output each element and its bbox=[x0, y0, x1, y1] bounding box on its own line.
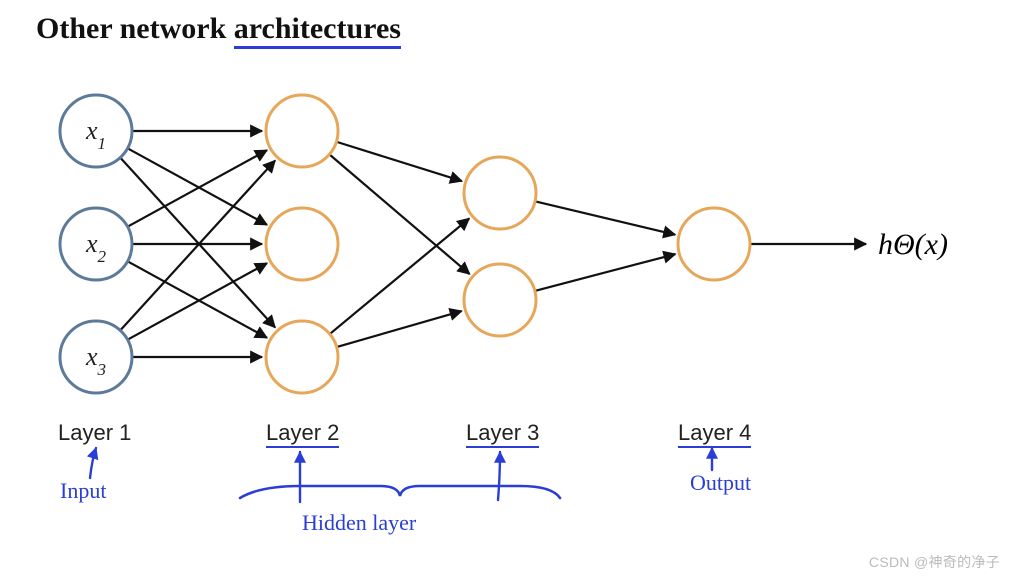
layer-label-4: Layer 4 bbox=[678, 420, 751, 446]
output-text: hΘ(x) bbox=[878, 228, 948, 261]
hidden-layer-brace bbox=[240, 486, 560, 498]
layer-label-1: Layer 1 bbox=[58, 420, 131, 446]
edge bbox=[330, 219, 469, 335]
network-diagram: x1x2x3 bbox=[0, 0, 1012, 578]
edge bbox=[535, 201, 675, 234]
edge bbox=[337, 311, 462, 347]
hidden-node bbox=[464, 157, 536, 229]
layer-label-2: Layer 2 bbox=[266, 420, 339, 446]
hidden-node bbox=[678, 208, 750, 280]
output-label: hΘ(x) bbox=[878, 228, 948, 262]
layer-label-text: Layer 1 bbox=[58, 420, 131, 445]
handwriting-input: Input bbox=[60, 478, 106, 504]
annotation-arrow bbox=[498, 452, 500, 500]
edge bbox=[329, 154, 469, 274]
edge bbox=[535, 254, 675, 291]
hidden-node bbox=[266, 208, 338, 280]
layer-label-text: Layer 3 bbox=[466, 420, 539, 448]
annotation-arrow bbox=[90, 448, 96, 478]
layer-label-3: Layer 3 bbox=[466, 420, 539, 446]
hidden-node bbox=[266, 321, 338, 393]
annotation-arrows bbox=[90, 448, 712, 502]
layer-label-text: Layer 4 bbox=[678, 420, 751, 448]
watermark: CSDN @神奇的净子 bbox=[869, 552, 1000, 572]
handwriting-hidden: Hidden layer bbox=[302, 510, 416, 536]
hidden-node bbox=[464, 264, 536, 336]
layer-label-text: Layer 2 bbox=[266, 420, 339, 448]
handwriting-output: Output bbox=[690, 470, 751, 496]
edge bbox=[128, 263, 267, 339]
edge bbox=[128, 148, 267, 224]
hidden-node bbox=[266, 95, 338, 167]
